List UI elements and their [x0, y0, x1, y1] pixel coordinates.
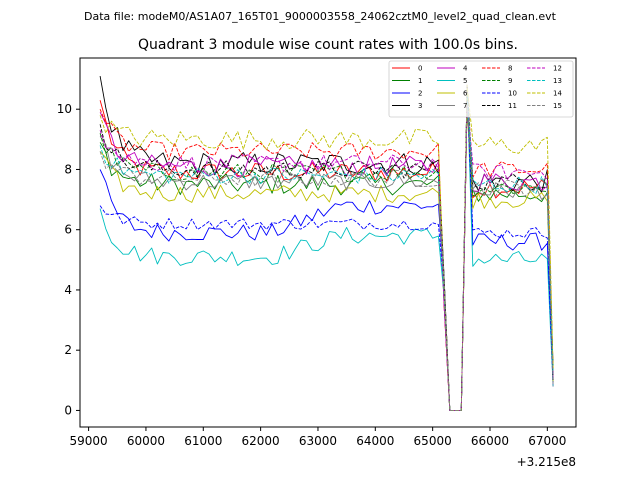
x-tick-label: 61000	[184, 434, 222, 448]
x-offset-label: +3.215e8	[517, 455, 576, 469]
y-tick-label: 0	[64, 403, 72, 417]
series-line-13	[99, 93, 554, 411]
series-line-2	[99, 84, 554, 411]
series-line-15	[99, 102, 554, 411]
legend-label-9: 9	[508, 77, 512, 85]
legend-label-8: 8	[508, 65, 512, 73]
series-line-14	[99, 84, 554, 411]
legend-label-14: 14	[553, 90, 562, 98]
x-tick-label: 62000	[242, 434, 280, 448]
series-line-4	[99, 93, 554, 411]
legend-box	[388, 60, 574, 118]
plot-lines	[99, 76, 554, 411]
x-tick-label: 66000	[471, 434, 509, 448]
series-line-5	[99, 84, 554, 411]
legend-label-7: 7	[463, 102, 467, 110]
legend-label-13: 13	[553, 77, 562, 85]
y-tick-label: 10	[57, 102, 72, 116]
y-tick-label: 8	[64, 162, 72, 176]
x-tick-label: 64000	[356, 434, 394, 448]
series-line-8	[99, 84, 554, 411]
x-axis: 59000 60000 61000 62000 63000 64000 65000 66000…	[70, 427, 566, 448]
series-line-9	[99, 102, 554, 411]
series-line-1	[99, 93, 554, 411]
legend-label-1: 1	[418, 77, 422, 85]
series-line-10	[99, 93, 554, 411]
y-tick-label: 4	[64, 283, 72, 297]
legend-label-11: 11	[508, 102, 517, 110]
series-line-6	[99, 102, 554, 411]
legend-label-12: 12	[553, 65, 562, 73]
y-tick-label: 6	[64, 223, 72, 237]
x-tick-label: 59000	[70, 434, 108, 448]
y-axis: 0 2 4 6 8 10	[57, 102, 80, 417]
x-tick-label: 60000	[127, 434, 165, 448]
x-tick-label: 65000	[414, 434, 452, 448]
legend-label-4: 4	[463, 65, 468, 73]
legend-label-3: 3	[418, 102, 422, 110]
legend-label-5: 5	[463, 77, 467, 85]
series-line-12	[99, 102, 554, 411]
chart-title: Quadrant 3 module wise count rates with …	[138, 37, 518, 53]
series-line-7	[99, 93, 554, 411]
legend-label-2: 2	[418, 90, 422, 98]
plot-frame	[79, 57, 577, 428]
legend-label-0: 0	[418, 65, 422, 73]
y-tick-label: 2	[64, 343, 72, 357]
legend-label-15: 15	[553, 102, 562, 110]
legend-label-6: 6	[463, 90, 468, 98]
x-tick-label: 67000	[528, 434, 566, 448]
legend-label-10: 10	[508, 90, 517, 98]
x-tick-label: 63000	[299, 434, 337, 448]
chart-suptitle: Data file: modeM0/AS1A07_165T01_90000035…	[84, 10, 557, 23]
